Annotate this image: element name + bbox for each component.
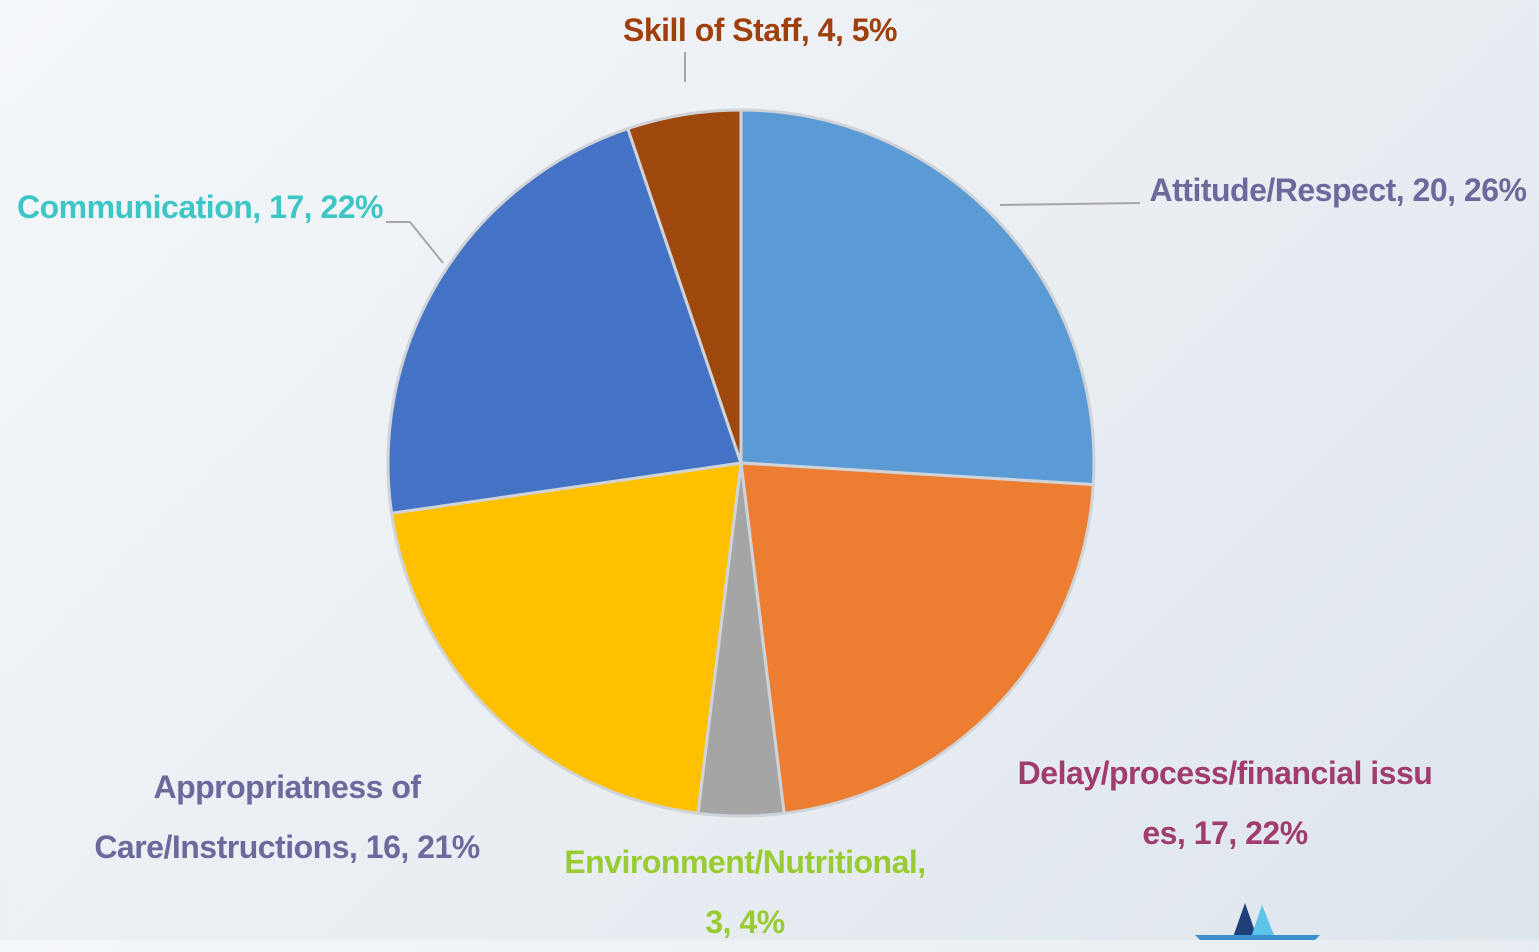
data-label: Appropriatness of Care/Instructions, 16,…	[94, 769, 480, 865]
pie-slice	[739, 461, 1095, 816]
data-label: Skill of Staff, 4, 5%	[622, 12, 898, 48]
pie-slice	[739, 108, 1096, 487]
logo	[1195, 903, 1320, 940]
data-label: Attitude/Respect, 20, 26%	[1149, 172, 1527, 208]
pie-slice	[386, 126, 743, 515]
leader-line	[999, 202, 1141, 206]
leader-line	[386, 221, 444, 264]
data-label: Environment/Nutritional, 3, 4%	[564, 844, 926, 940]
data-label: Communication, 17, 22%	[17, 189, 383, 225]
data-label: Delay/process/financial issues, 17, 22%	[1017, 755, 1433, 851]
pie	[386, 108, 1096, 818]
pie-slice	[389, 461, 743, 816]
pie-slice	[625, 108, 743, 464]
